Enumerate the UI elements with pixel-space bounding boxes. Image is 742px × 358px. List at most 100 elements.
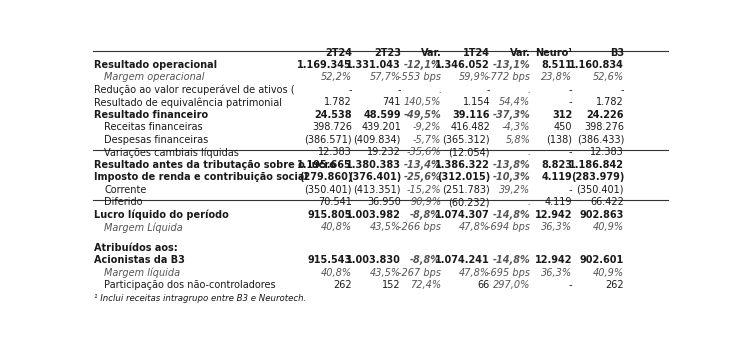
Text: -267 bps: -267 bps — [398, 268, 441, 278]
Text: B3: B3 — [610, 48, 624, 58]
Text: -: - — [569, 147, 572, 157]
Text: 2T23: 2T23 — [374, 48, 401, 58]
Text: 70.541: 70.541 — [318, 197, 352, 207]
Text: -9,2%: -9,2% — [413, 122, 441, 132]
Text: 36,3%: 36,3% — [541, 222, 572, 232]
Text: -553 bps: -553 bps — [398, 72, 441, 82]
Text: Margem líquida: Margem líquida — [104, 268, 180, 279]
Text: (386.433): (386.433) — [577, 135, 624, 145]
Text: 1.186.842: 1.186.842 — [569, 160, 624, 170]
Text: 40,8%: 40,8% — [321, 222, 352, 232]
Text: (350.401): (350.401) — [577, 185, 624, 195]
Text: 40,9%: 40,9% — [593, 222, 624, 232]
Text: Margem operacional: Margem operacional — [104, 72, 205, 82]
Text: -49,5%: -49,5% — [404, 110, 441, 120]
Text: 741: 741 — [382, 97, 401, 107]
Text: 398.276: 398.276 — [584, 122, 624, 132]
Text: -12,1%: -12,1% — [404, 60, 441, 70]
Text: (365.312): (365.312) — [442, 135, 490, 145]
Text: 902.863: 902.863 — [580, 210, 624, 220]
Text: (312.015): (312.015) — [437, 172, 490, 182]
Text: 8.511: 8.511 — [542, 60, 572, 70]
Text: Redução ao valor recuperável de ativos (: Redução ao valor recuperável de ativos ( — [94, 85, 295, 95]
Text: .: . — [528, 197, 531, 207]
Text: (386.571): (386.571) — [304, 135, 352, 145]
Text: .: . — [438, 85, 441, 95]
Text: -: - — [620, 85, 624, 95]
Text: -35,6%: -35,6% — [407, 147, 441, 157]
Text: -: - — [349, 85, 352, 95]
Text: -10,3%: -10,3% — [493, 172, 531, 182]
Text: 1.154: 1.154 — [462, 97, 490, 107]
Text: -5,7%: -5,7% — [413, 135, 441, 145]
Text: (376.401): (376.401) — [348, 172, 401, 182]
Text: -772 bps: -772 bps — [487, 72, 531, 82]
Text: -: - — [569, 97, 572, 107]
Text: 1.195.665: 1.195.665 — [298, 160, 352, 170]
Text: 439.201: 439.201 — [361, 122, 401, 132]
Text: 398.726: 398.726 — [312, 122, 352, 132]
Text: 4.119: 4.119 — [545, 197, 572, 207]
Text: -8,8%: -8,8% — [410, 256, 441, 265]
Text: Imposto de renda e contribuição social: Imposto de renda e contribuição social — [94, 172, 308, 182]
Text: Lucro líquido do período: Lucro líquido do período — [94, 210, 229, 220]
Text: 4.119: 4.119 — [542, 172, 572, 182]
Text: (283.979): (283.979) — [571, 172, 624, 182]
Text: -13,8%: -13,8% — [493, 160, 531, 170]
Text: 24.538: 24.538 — [315, 110, 352, 120]
Text: Resultado operacional: Resultado operacional — [94, 60, 217, 70]
Text: 19.232: 19.232 — [367, 147, 401, 157]
Text: 12.383: 12.383 — [318, 147, 352, 157]
Text: (409.834): (409.834) — [354, 135, 401, 145]
Text: ¹ Inclui receitas intragrupo entre B3 e Neurotech.: ¹ Inclui receitas intragrupo entre B3 e … — [94, 294, 306, 303]
Text: Receitas financeiras: Receitas financeiras — [104, 122, 203, 132]
Text: 47,8%: 47,8% — [459, 222, 490, 232]
Text: 40,8%: 40,8% — [321, 268, 352, 278]
Text: -266 bps: -266 bps — [398, 222, 441, 232]
Text: (279.860): (279.860) — [299, 172, 352, 182]
Text: 57,7%: 57,7% — [370, 72, 401, 82]
Text: Atribuídos aos:: Atribuídos aos: — [94, 243, 177, 253]
Text: 262: 262 — [605, 280, 624, 290]
Text: -: - — [569, 85, 572, 95]
Text: -694 bps: -694 bps — [487, 222, 531, 232]
Text: 915.543: 915.543 — [308, 256, 352, 265]
Text: (350.401): (350.401) — [305, 185, 352, 195]
Text: 140,5%: 140,5% — [404, 97, 441, 107]
Text: -: - — [569, 280, 572, 290]
Text: 24.226: 24.226 — [587, 110, 624, 120]
Text: 1.386.322: 1.386.322 — [436, 160, 490, 170]
Text: 1.346.052: 1.346.052 — [436, 60, 490, 70]
Text: 152: 152 — [382, 280, 401, 290]
Text: -4,3%: -4,3% — [502, 122, 531, 132]
Text: -25,6%: -25,6% — [404, 172, 441, 182]
Text: 23,8%: 23,8% — [541, 72, 572, 82]
Text: 1.074.307: 1.074.307 — [436, 210, 490, 220]
Text: 12.383: 12.383 — [591, 147, 624, 157]
Text: 90,9%: 90,9% — [410, 197, 441, 207]
Text: .: . — [528, 147, 531, 157]
Text: 1.160.834: 1.160.834 — [569, 60, 624, 70]
Text: -13,1%: -13,1% — [493, 60, 531, 70]
Text: 5,8%: 5,8% — [505, 135, 531, 145]
Text: (251.783): (251.783) — [442, 185, 490, 195]
Text: Margem Líquida: Margem Líquida — [104, 222, 183, 233]
Text: 43,5%: 43,5% — [370, 222, 401, 232]
Text: 416.482: 416.482 — [450, 122, 490, 132]
Text: (138): (138) — [546, 135, 572, 145]
Text: Resultado antes da tributação sobre o lucro: Resultado antes da tributação sobre o lu… — [94, 160, 336, 170]
Text: 59,9%: 59,9% — [459, 72, 490, 82]
Text: -: - — [487, 85, 490, 95]
Text: 66: 66 — [478, 280, 490, 290]
Text: 52,6%: 52,6% — [593, 72, 624, 82]
Text: 1.380.383: 1.380.383 — [346, 160, 401, 170]
Text: -15,2%: -15,2% — [407, 185, 441, 195]
Text: 36,3%: 36,3% — [541, 268, 572, 278]
Text: 1.331.043: 1.331.043 — [347, 60, 401, 70]
Text: (12.054): (12.054) — [449, 147, 490, 157]
Text: 1.782: 1.782 — [597, 97, 624, 107]
Text: -: - — [569, 185, 572, 195]
Text: Resultado financeiro: Resultado financeiro — [94, 110, 208, 120]
Text: 66.422: 66.422 — [590, 197, 624, 207]
Text: 12.942: 12.942 — [535, 210, 572, 220]
